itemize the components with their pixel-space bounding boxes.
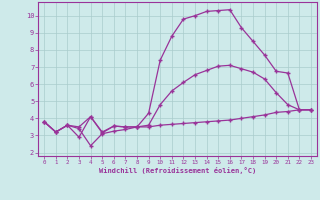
X-axis label: Windchill (Refroidissement éolien,°C): Windchill (Refroidissement éolien,°C) (99, 167, 256, 174)
